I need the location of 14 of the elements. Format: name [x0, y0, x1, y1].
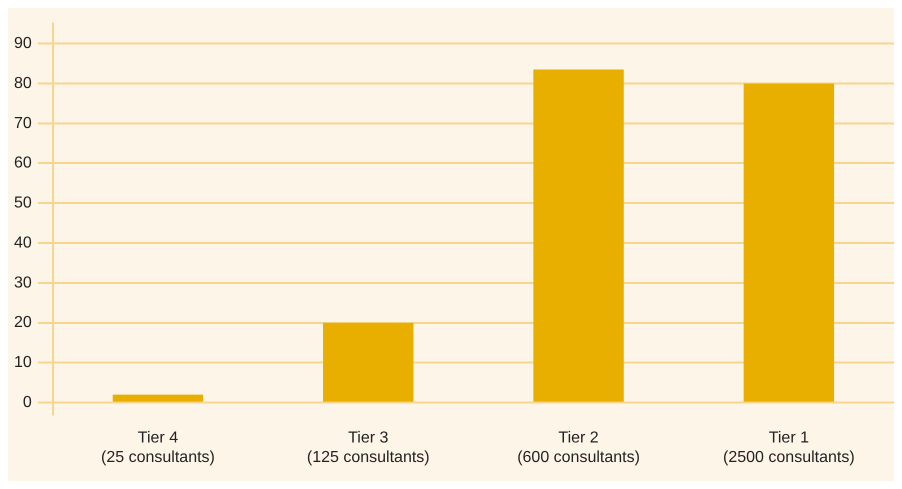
y-tick-label: 20 — [14, 314, 32, 332]
y-tick-label: 0 — [22, 394, 32, 412]
y-tick-label: 90 — [14, 34, 32, 52]
y-tick-label: 70 — [14, 114, 32, 132]
x-tick-label: Tier 1 (2500 consultants) — [723, 430, 855, 466]
y-tick-label: 30 — [14, 274, 32, 292]
x-tick-label: Tier 3 (125 consultants) — [306, 430, 430, 466]
y-tick-label: 60 — [14, 154, 32, 172]
x-tick-label: Tier 2 (600 consultants) — [517, 430, 640, 466]
x-tick-label: Tier 4 (25 consultants) — [101, 430, 215, 466]
y-tick-label: 10 — [14, 354, 32, 372]
y-tick-label: 50 — [14, 194, 32, 212]
y-tick-label: 40 — [14, 234, 32, 252]
y-tick-label: 80 — [14, 74, 32, 92]
